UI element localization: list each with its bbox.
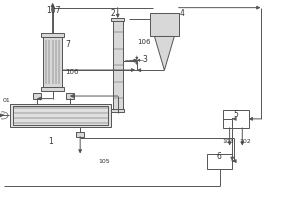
Text: 7: 7 — [65, 40, 70, 49]
Bar — [10, 104, 112, 127]
Text: 6: 6 — [217, 152, 222, 161]
Bar — [33, 93, 41, 99]
Bar — [13, 106, 109, 125]
Text: 105: 105 — [98, 159, 110, 164]
Text: 4: 4 — [180, 9, 185, 18]
Bar — [41, 87, 64, 91]
Text: 2: 2 — [111, 9, 115, 18]
Bar — [223, 110, 249, 128]
Bar — [66, 93, 74, 99]
Bar — [113, 21, 122, 110]
Text: 106: 106 — [65, 69, 79, 75]
Text: 102: 102 — [239, 139, 251, 144]
Bar — [43, 36, 62, 88]
Text: 106: 106 — [137, 39, 150, 45]
Bar — [41, 33, 64, 37]
Bar — [76, 132, 84, 137]
Bar — [112, 18, 124, 21]
Text: 107: 107 — [46, 6, 61, 15]
Polygon shape — [154, 36, 174, 70]
Bar — [207, 154, 232, 169]
Text: 01: 01 — [3, 98, 10, 102]
Text: 3: 3 — [142, 55, 147, 64]
Text: 1: 1 — [48, 137, 53, 146]
Bar — [112, 109, 124, 112]
Text: 5: 5 — [233, 110, 238, 119]
Text: 103: 103 — [223, 139, 235, 144]
Bar — [150, 13, 178, 36]
